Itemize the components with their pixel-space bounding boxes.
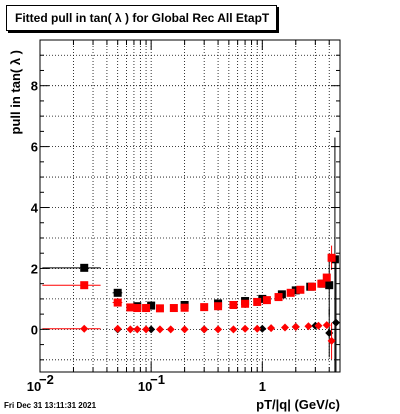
data-point	[80, 324, 89, 333]
data-point	[155, 304, 164, 313]
data-point	[155, 325, 164, 334]
data-point	[200, 303, 209, 312]
chart-title: Fitted pull in tan( λ ) for Global Rec A…	[6, 5, 277, 31]
data-point	[317, 279, 326, 288]
data-point	[113, 288, 122, 297]
data-point	[214, 325, 223, 334]
x-tick-exponent: −2	[39, 372, 54, 387]
data-point	[80, 281, 89, 290]
data-point	[331, 318, 340, 327]
data-point	[133, 325, 142, 334]
data-point	[253, 297, 262, 306]
data-point	[322, 273, 331, 282]
data-point	[327, 336, 336, 345]
data-point	[142, 304, 151, 313]
data-series-group	[42, 321, 336, 360]
data-series-group	[42, 245, 336, 313]
plot-frame	[39, 39, 341, 373]
data-point	[291, 286, 300, 295]
data-point	[325, 281, 334, 290]
data-point	[169, 304, 178, 313]
data-point	[322, 321, 331, 330]
x-tick-label: 10	[27, 379, 41, 394]
data-point	[241, 299, 250, 308]
data-point	[262, 296, 271, 305]
data-point	[126, 303, 135, 312]
data-point	[113, 324, 122, 333]
data-point	[327, 253, 336, 262]
data-point	[80, 263, 89, 272]
data-point	[142, 325, 151, 334]
data-point	[253, 324, 262, 333]
grid	[40, 40, 340, 372]
y-tick-label: 6	[31, 140, 38, 155]
data-point	[180, 325, 189, 334]
x-tick-label: 10	[138, 379, 152, 394]
data-point	[229, 300, 238, 309]
y-tick-label: 8	[31, 79, 38, 94]
data-series	[42, 137, 340, 372]
data-point	[166, 325, 175, 334]
data-point	[258, 324, 267, 333]
data-point	[314, 321, 323, 330]
data-point	[147, 325, 156, 334]
data-point	[280, 323, 289, 332]
data-point	[296, 285, 305, 294]
x-tick-label: 1	[259, 379, 266, 394]
data-point	[308, 282, 317, 291]
data-point	[147, 301, 156, 310]
data-point	[304, 322, 313, 331]
data-point	[180, 303, 189, 312]
data-point	[286, 288, 295, 297]
data-point	[214, 302, 223, 311]
data-point	[267, 324, 276, 333]
data-point	[200, 325, 209, 334]
data-point	[133, 304, 142, 313]
x-axis-label: pT/|q| (GeV/c)	[256, 397, 340, 412]
x-tick-exponent: −1	[150, 372, 165, 387]
timestamp: Fri Dec 31 13:11:31 2021	[4, 401, 97, 410]
data-series-group	[113, 261, 340, 372]
data-series-group	[42, 137, 339, 372]
y-tick-label: 4	[31, 201, 39, 216]
data-point	[291, 322, 300, 331]
data-point	[241, 324, 250, 333]
y-tick-label: 2	[31, 261, 38, 276]
data-point	[126, 325, 135, 334]
data-point	[113, 298, 122, 307]
data-point	[229, 325, 238, 334]
y-tick-label: 0	[31, 322, 38, 337]
data-point	[274, 293, 283, 302]
y-axis-label: pull in tan( λ )	[8, 50, 23, 135]
data-point	[258, 294, 267, 303]
